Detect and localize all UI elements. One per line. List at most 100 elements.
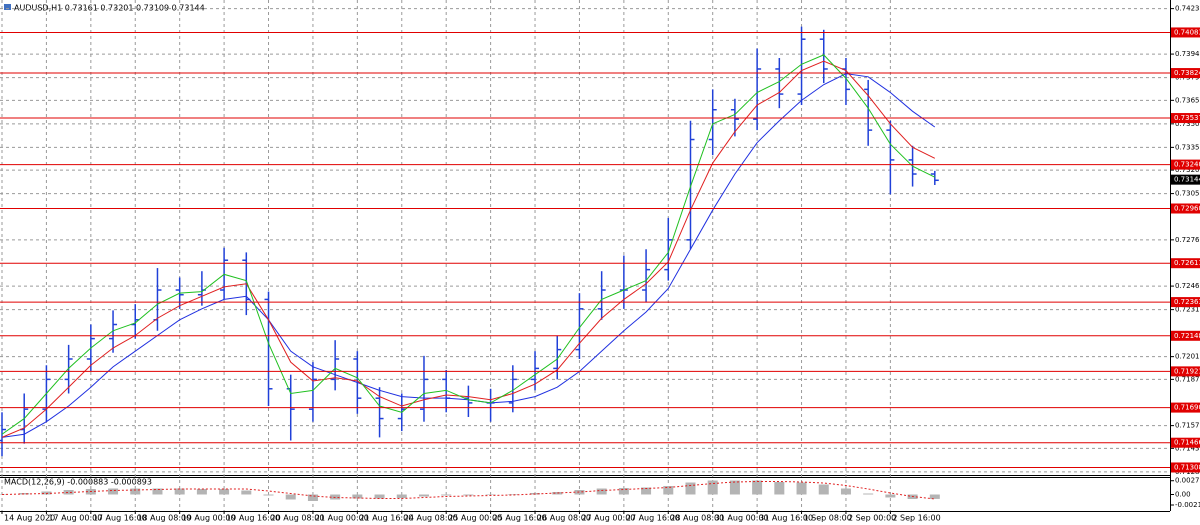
x-tick-label: 31 Aug 16:00 bbox=[759, 514, 813, 523]
macd-bar bbox=[507, 494, 518, 495]
macd-bar bbox=[596, 488, 607, 495]
macd-bar bbox=[729, 480, 740, 495]
level-tag bbox=[1171, 366, 1200, 377]
y-tick-label: 0.71575 bbox=[1175, 422, 1200, 430]
macd-bar bbox=[774, 482, 785, 495]
macd-bar bbox=[796, 482, 807, 495]
macd-bar bbox=[130, 488, 141, 495]
level-label: 0.72611 bbox=[1174, 259, 1200, 267]
macd-bar bbox=[641, 487, 652, 495]
x-tick-label: 2 Sep 00:00 bbox=[848, 514, 896, 523]
level-label: 0.73537 bbox=[1174, 114, 1200, 122]
last-price-label: 0.73144 bbox=[1174, 176, 1200, 184]
macd-bar bbox=[685, 482, 696, 495]
x-tick-label: 27 Aug 16:00 bbox=[626, 514, 680, 523]
x-tick-label: 24 Aug 08:00 bbox=[404, 514, 458, 523]
macd-bar bbox=[663, 486, 674, 495]
x-tick-label: 19 Aug 16:00 bbox=[226, 514, 280, 523]
level-label: 0.71466 bbox=[1174, 439, 1200, 447]
level-label: 0.74083 bbox=[1174, 28, 1200, 36]
x-tick-label: 1 Sep 08:00 bbox=[804, 514, 852, 523]
y-tick-label: 0.002754 bbox=[1175, 477, 1200, 485]
chart-title: AUDUSD,H1 0.73161 0.73201 0.73109 0.7314… bbox=[14, 4, 205, 13]
level-tag bbox=[1171, 258, 1200, 269]
x-tick-label: 14 Aug 2020 bbox=[4, 514, 55, 523]
level-label: 0.72363 bbox=[1174, 298, 1200, 306]
moving-average bbox=[1, 54, 936, 435]
x-tick-label: 2 Sep 16:00 bbox=[892, 514, 940, 523]
y-tick-label: 0.72315 bbox=[1175, 306, 1200, 314]
x-tick-label: 31 Aug 00:00 bbox=[715, 514, 769, 523]
macd-bar bbox=[418, 494, 429, 497]
level-label: 0.73824 bbox=[1174, 69, 1200, 77]
level-label: 0.71308 bbox=[1174, 463, 1200, 471]
macd-bar bbox=[396, 494, 407, 498]
y-tick-label: 0.74235 bbox=[1175, 5, 1200, 13]
macd-title: MACD(12,26,9) -0.000883 -0.000893 bbox=[4, 478, 152, 487]
x-tick-label: 27 Aug 00:00 bbox=[581, 514, 635, 523]
x-tick-label: 20 Aug 08:00 bbox=[271, 514, 325, 523]
x-tick-label: 21 Aug 16:00 bbox=[359, 514, 413, 523]
macd-bar bbox=[263, 494, 274, 496]
macd-bar bbox=[441, 494, 452, 496]
macd-bar bbox=[752, 480, 763, 495]
x-tick-label: 26 Aug 08:00 bbox=[537, 514, 591, 523]
macd-bar bbox=[574, 490, 585, 495]
macd-bar bbox=[19, 493, 30, 495]
y-tick-label: 0.00 bbox=[1175, 491, 1191, 499]
level-tag bbox=[1171, 330, 1200, 341]
y-tick-label: 0.73055 bbox=[1175, 190, 1200, 198]
x-tick-label: 19 Aug 00:00 bbox=[182, 514, 236, 523]
macd-bar bbox=[552, 492, 563, 495]
level-tag bbox=[1171, 68, 1200, 79]
x-tick-label: 18 Aug 08:00 bbox=[137, 514, 191, 523]
x-tick-label: 25 Aug 00:00 bbox=[448, 514, 502, 523]
level-tag bbox=[1171, 437, 1200, 448]
macd-bar bbox=[307, 494, 318, 501]
level-tag bbox=[1171, 402, 1200, 413]
macd-bar bbox=[485, 494, 496, 495]
y-tick-label: 0.72465 bbox=[1175, 282, 1200, 290]
x-tick-label: 25 Aug 16:00 bbox=[493, 514, 547, 523]
macd-bar bbox=[219, 489, 230, 495]
y-tick-label: 0.72015 bbox=[1175, 353, 1200, 361]
macd-bar bbox=[463, 494, 474, 496]
level-tag bbox=[1171, 297, 1200, 308]
macd-bar bbox=[196, 489, 207, 495]
level-label: 0.71921 bbox=[1174, 367, 1200, 375]
macd-bar bbox=[63, 490, 74, 495]
macd-bar bbox=[174, 488, 185, 495]
level-tag bbox=[1171, 27, 1200, 38]
x-tick-label: 17 Aug 16:00 bbox=[93, 514, 147, 523]
macd-bar bbox=[352, 494, 363, 499]
y-tick-label: 0.73945 bbox=[1175, 50, 1200, 58]
symbol-icon bbox=[4, 4, 11, 10]
macd-bar bbox=[885, 494, 896, 498]
y-tick-label: 0.73205 bbox=[1175, 166, 1200, 174]
level-tag bbox=[1171, 113, 1200, 124]
macd-bar bbox=[108, 488, 119, 495]
level-tag bbox=[1171, 462, 1200, 473]
level-tag bbox=[1171, 203, 1200, 214]
level-label: 0.72148 bbox=[1174, 332, 1200, 340]
macd-bar bbox=[374, 494, 385, 499]
moving-average bbox=[1, 60, 936, 438]
macd-bar bbox=[707, 480, 718, 495]
macd-bar bbox=[285, 494, 296, 500]
macd-bar bbox=[241, 490, 252, 495]
x-tick-label: 28 Aug 08:00 bbox=[670, 514, 724, 523]
macd-bar bbox=[618, 488, 629, 495]
last-price-tag bbox=[1171, 174, 1200, 185]
macd-bar bbox=[818, 484, 829, 495]
level-tag bbox=[1171, 159, 1200, 170]
